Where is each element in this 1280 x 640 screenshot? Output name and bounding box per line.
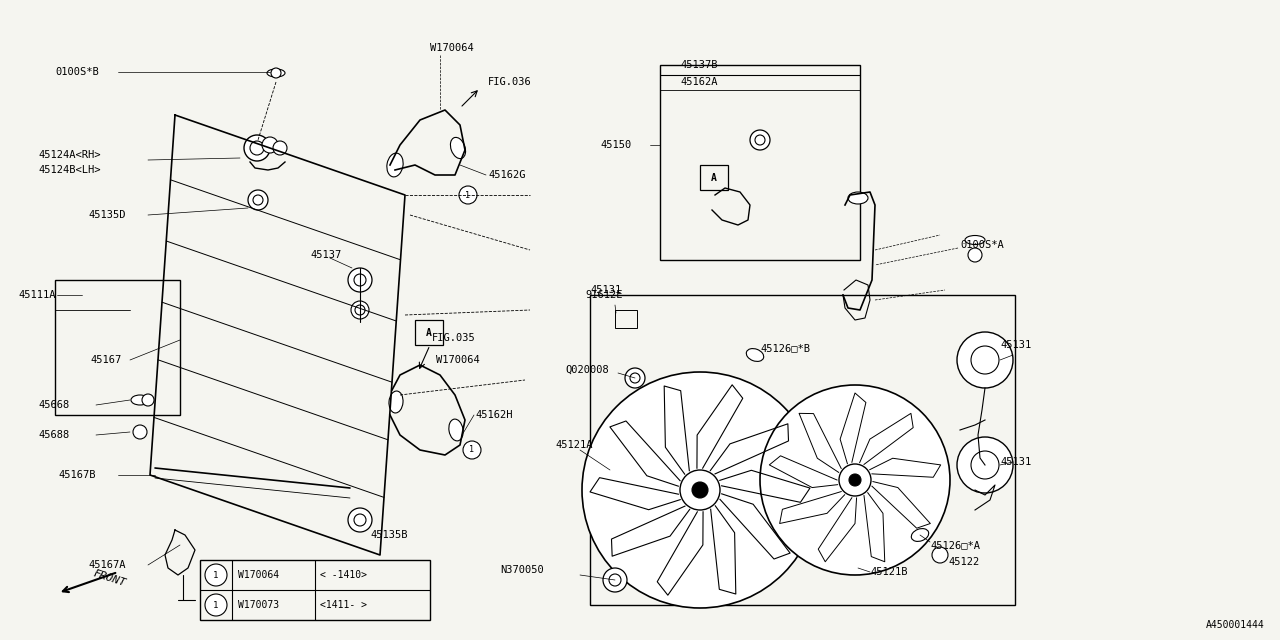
Text: 45131: 45131	[590, 285, 621, 295]
Text: 0100S*A: 0100S*A	[960, 240, 1004, 250]
Circle shape	[582, 372, 818, 608]
Circle shape	[630, 373, 640, 383]
Text: W170073: W170073	[238, 600, 279, 610]
Text: < -1410>: < -1410>	[320, 570, 367, 580]
Bar	[415, 320, 443, 345]
Text: FIG.035: FIG.035	[433, 333, 476, 343]
Circle shape	[932, 547, 948, 563]
Ellipse shape	[131, 395, 148, 405]
Text: 45162H: 45162H	[475, 410, 512, 420]
Text: W170064: W170064	[430, 43, 474, 53]
Ellipse shape	[389, 391, 403, 413]
Text: 45688: 45688	[38, 430, 69, 440]
Text: W170064: W170064	[436, 355, 480, 365]
Bar	[700, 165, 728, 190]
Ellipse shape	[449, 419, 463, 441]
Text: A: A	[712, 173, 717, 183]
Circle shape	[692, 482, 708, 498]
Circle shape	[603, 568, 627, 592]
Text: 45131: 45131	[1000, 340, 1032, 350]
Circle shape	[351, 301, 369, 319]
Text: 45126□*A: 45126□*A	[931, 540, 980, 550]
Text: <1411- >: <1411- >	[320, 600, 367, 610]
Text: 45167: 45167	[90, 355, 122, 365]
Circle shape	[625, 368, 645, 388]
Ellipse shape	[911, 529, 929, 541]
Bar	[590, 295, 1015, 605]
Text: 91612E: 91612E	[585, 290, 622, 300]
Text: A: A	[426, 328, 431, 338]
Circle shape	[460, 186, 477, 204]
Text: 45111A: 45111A	[18, 290, 55, 300]
Text: 45121A: 45121A	[556, 440, 593, 450]
Text: 45150: 45150	[600, 140, 631, 150]
Circle shape	[133, 425, 147, 439]
Circle shape	[838, 464, 870, 496]
Text: 1: 1	[214, 600, 219, 609]
Circle shape	[271, 68, 282, 78]
Circle shape	[957, 332, 1012, 388]
Circle shape	[957, 437, 1012, 493]
Text: 45162A: 45162A	[680, 77, 718, 87]
Circle shape	[609, 574, 621, 586]
Ellipse shape	[746, 349, 764, 362]
Bar	[660, 65, 860, 260]
Circle shape	[760, 385, 950, 575]
Text: 1: 1	[214, 570, 219, 579]
Text: 0100S*B: 0100S*B	[55, 67, 99, 77]
Text: FRONT: FRONT	[92, 568, 127, 588]
Circle shape	[972, 451, 998, 479]
Ellipse shape	[849, 192, 868, 204]
Text: 45126□*B: 45126□*B	[760, 343, 810, 353]
Circle shape	[755, 135, 765, 145]
Ellipse shape	[965, 236, 986, 244]
Text: 45668: 45668	[38, 400, 69, 410]
Text: 45124B<LH>: 45124B<LH>	[38, 165, 101, 175]
Text: N370050: N370050	[500, 565, 544, 575]
Text: 45124A<RH>: 45124A<RH>	[38, 150, 101, 160]
Text: W170064: W170064	[238, 570, 279, 580]
Circle shape	[355, 274, 366, 286]
Text: 45122: 45122	[948, 557, 979, 567]
Circle shape	[262, 137, 278, 153]
Ellipse shape	[451, 138, 466, 159]
Circle shape	[273, 141, 287, 155]
Circle shape	[680, 470, 719, 510]
Circle shape	[253, 195, 262, 205]
Circle shape	[972, 346, 998, 374]
Circle shape	[205, 564, 227, 586]
Text: FIG.036: FIG.036	[488, 77, 531, 87]
Text: 45162G: 45162G	[488, 170, 526, 180]
Circle shape	[348, 508, 372, 532]
Bar	[200, 560, 430, 620]
Circle shape	[142, 394, 154, 406]
Circle shape	[968, 248, 982, 262]
Text: 45167B: 45167B	[58, 470, 96, 480]
Circle shape	[750, 130, 771, 150]
Bar	[55, 280, 180, 415]
Text: 45137B: 45137B	[680, 60, 718, 70]
Circle shape	[463, 441, 481, 459]
Text: 45131: 45131	[1000, 457, 1032, 467]
Circle shape	[250, 141, 264, 155]
Circle shape	[248, 190, 268, 210]
Text: 45137: 45137	[310, 250, 342, 260]
Circle shape	[348, 268, 372, 292]
Bar	[614, 310, 637, 328]
Circle shape	[355, 305, 365, 315]
Text: 1: 1	[466, 191, 471, 200]
Circle shape	[205, 594, 227, 616]
Text: 45135B: 45135B	[370, 530, 407, 540]
Text: A450001444: A450001444	[1206, 620, 1265, 630]
Circle shape	[355, 514, 366, 526]
Text: 45121B: 45121B	[870, 567, 908, 577]
Text: Q020008: Q020008	[564, 365, 609, 375]
Ellipse shape	[268, 69, 285, 77]
Ellipse shape	[387, 153, 403, 177]
Text: 45135D: 45135D	[88, 210, 125, 220]
Circle shape	[849, 474, 861, 486]
Circle shape	[244, 135, 270, 161]
Text: 1: 1	[470, 445, 475, 454]
Text: 45167A: 45167A	[88, 560, 125, 570]
